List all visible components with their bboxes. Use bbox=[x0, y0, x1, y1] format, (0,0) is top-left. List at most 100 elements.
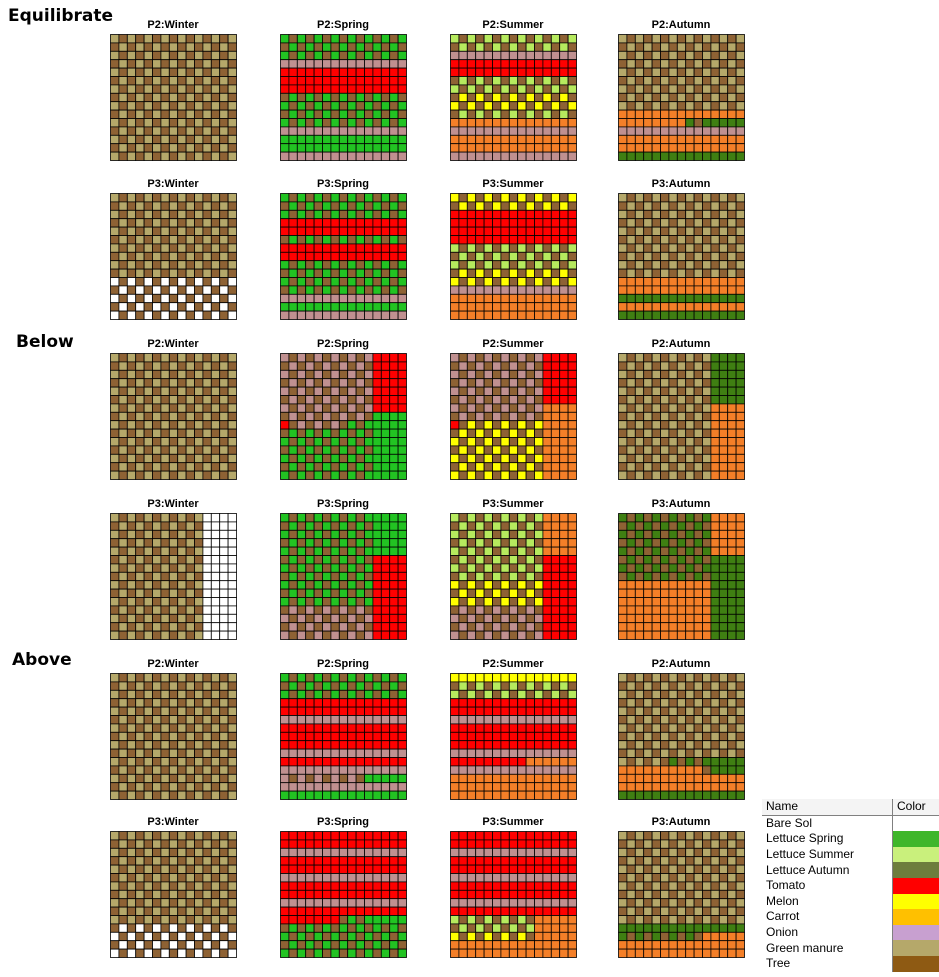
grid-cell bbox=[288, 715, 298, 725]
grid-cell bbox=[693, 59, 703, 69]
grid-cell bbox=[135, 889, 145, 900]
grid-cell bbox=[313, 839, 323, 849]
grid-cell bbox=[305, 873, 315, 883]
grid-cell bbox=[118, 723, 128, 733]
grid-cell bbox=[135, 134, 145, 145]
grid-cell bbox=[450, 546, 460, 556]
grid-cell bbox=[152, 715, 162, 725]
grid-cell bbox=[718, 723, 729, 733]
grid-cell bbox=[542, 630, 552, 640]
grid-cell bbox=[338, 395, 349, 405]
grid-cell bbox=[330, 931, 340, 942]
grid-cell bbox=[330, 689, 340, 700]
grid-cell bbox=[727, 126, 737, 136]
grid-cell bbox=[458, 42, 468, 52]
grid-cell bbox=[500, 757, 510, 767]
grid-cell bbox=[372, 906, 382, 916]
grid-cell bbox=[618, 563, 628, 573]
grid-cell bbox=[718, 563, 729, 573]
grid-cell bbox=[288, 76, 298, 86]
grid-cell bbox=[735, 310, 745, 320]
grid-cell bbox=[194, 361, 204, 371]
grid-cell bbox=[542, 92, 552, 103]
grid-cell bbox=[152, 563, 162, 573]
grid-cell bbox=[517, 293, 527, 304]
grid-cell bbox=[702, 293, 712, 304]
grid-cell bbox=[364, 67, 374, 77]
grid-cell bbox=[143, 889, 153, 900]
grid-cell bbox=[727, 613, 737, 624]
grid-cell bbox=[372, 555, 382, 565]
grid-cell bbox=[651, 34, 661, 44]
grid-cell bbox=[322, 209, 332, 220]
grid-cell bbox=[177, 386, 187, 396]
grid-cell bbox=[567, 715, 577, 725]
grid-cell bbox=[380, 101, 391, 111]
grid-cell bbox=[651, 134, 661, 145]
grid-cell bbox=[202, 782, 212, 792]
grid-cell bbox=[152, 453, 162, 464]
grid-cell bbox=[550, 580, 561, 590]
grid-cell bbox=[492, 293, 502, 304]
grid-cell bbox=[202, 597, 212, 607]
grid-cell bbox=[202, 538, 212, 548]
grid-cell bbox=[685, 715, 695, 725]
grid-cell bbox=[618, 470, 628, 480]
grid-cell bbox=[397, 361, 407, 371]
grid-cell bbox=[110, 588, 120, 598]
grid-cell bbox=[651, 470, 661, 480]
panel-title: P3:Winter bbox=[147, 816, 199, 828]
grid-cell bbox=[508, 538, 519, 548]
grid-cell bbox=[227, 571, 237, 582]
grid-cell bbox=[643, 731, 653, 742]
grid-cell bbox=[126, 134, 137, 145]
grid-cell bbox=[643, 470, 653, 480]
grid-cell bbox=[483, 731, 493, 742]
grid-cell bbox=[668, 134, 678, 145]
grid-cell bbox=[227, 546, 237, 556]
grid-cell bbox=[668, 740, 678, 750]
grid-cell bbox=[110, 369, 120, 380]
grid-cell bbox=[550, 193, 561, 203]
grid-cell bbox=[296, 126, 307, 136]
grid-cell bbox=[280, 757, 290, 767]
grid-cell bbox=[389, 864, 399, 874]
grid-cell bbox=[313, 395, 323, 405]
grid-cell bbox=[288, 538, 298, 548]
grid-cell bbox=[534, 386, 544, 396]
grid-cell bbox=[475, 765, 485, 775]
grid-cell bbox=[227, 873, 237, 883]
grid-cell bbox=[160, 931, 170, 942]
grid-cell bbox=[160, 251, 170, 262]
grid-cell bbox=[322, 630, 332, 640]
grid-cell bbox=[177, 84, 187, 94]
grid-cell bbox=[210, 546, 221, 556]
grid-cell bbox=[475, 538, 485, 548]
grid-cell bbox=[296, 470, 307, 480]
grid-cell bbox=[534, 209, 544, 220]
grid-cell bbox=[517, 268, 527, 278]
grid-cell bbox=[668, 715, 678, 725]
grid-cell bbox=[685, 386, 695, 396]
grid-cell bbox=[643, 546, 653, 556]
grid-cell bbox=[567, 67, 577, 77]
crop-grid bbox=[110, 193, 237, 320]
grid-cell bbox=[550, 243, 561, 253]
grid-cell bbox=[651, 277, 661, 287]
grid-cell bbox=[194, 243, 204, 253]
grid-cell bbox=[330, 428, 340, 438]
grid-cell bbox=[210, 209, 221, 220]
grid-cell bbox=[727, 715, 737, 725]
grid-cell bbox=[219, 740, 229, 750]
grid-cell bbox=[322, 847, 332, 858]
grid-cell bbox=[517, 143, 527, 153]
grid-cell bbox=[685, 302, 695, 312]
grid-cell bbox=[702, 235, 712, 245]
grid-cell bbox=[618, 277, 628, 287]
grid-cell bbox=[702, 546, 712, 556]
grid-cell bbox=[550, 235, 561, 245]
grid-cell bbox=[634, 580, 645, 590]
grid-cell bbox=[288, 731, 298, 742]
grid-cell bbox=[330, 613, 340, 624]
grid-cell bbox=[110, 470, 120, 480]
